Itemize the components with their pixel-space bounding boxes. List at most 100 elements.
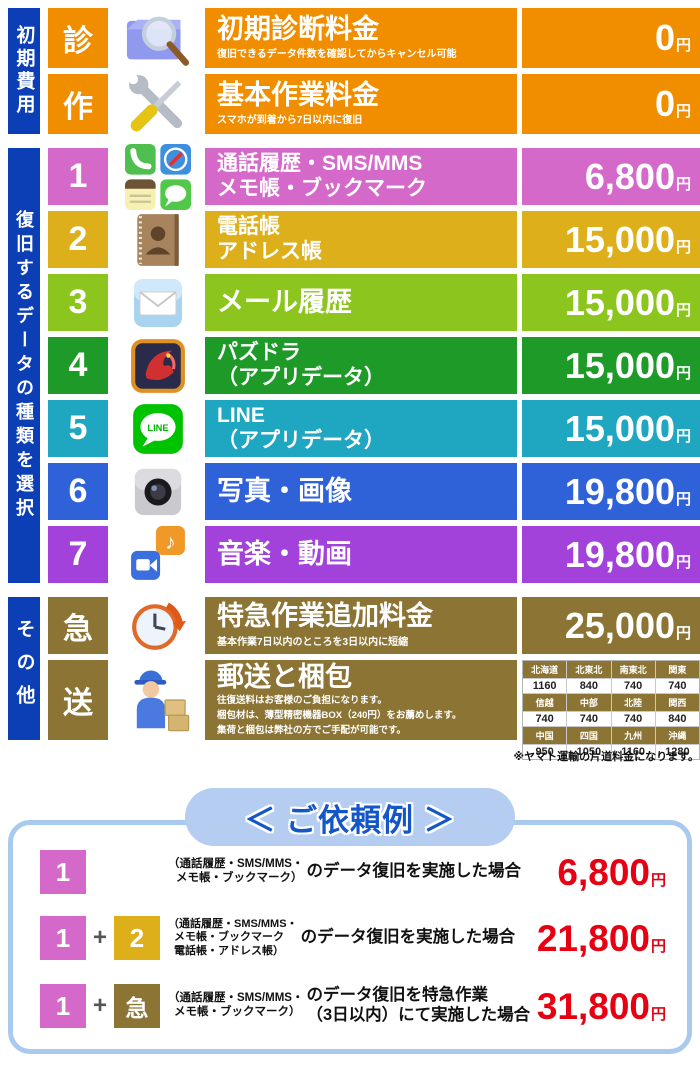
row-basic-work-fee: 作 基本作業料金 スマホが到着から7日以内に復旧 0 円 <box>48 74 700 134</box>
example-detail: （通話履歴・SMS/MMS・ メモ帳・ブックマーク 電話帳・アドレス帳） <box>168 918 298 957</box>
row-badge: 4 <box>48 337 108 394</box>
region-fee: 740 <box>523 712 567 726</box>
camera-icon <box>134 468 182 515</box>
row-note-line: 往復送料はお客様のご負担になります。 <box>217 695 388 707</box>
row-title-line: パズドラ <box>217 340 301 364</box>
row-badge: 急 <box>48 597 108 654</box>
example-detail: （通話履歴・SMS/MMS・ メモ帳・ブックマーク） <box>168 992 304 1018</box>
shipping-note: ※ヤマト運輸の片道料金になります。 <box>513 751 699 763</box>
row-title-line: 電話帳 <box>217 214 280 238</box>
region-header: 南東北 <box>611 661 655 678</box>
row-badge: 診 <box>48 8 108 68</box>
row-price: 15,000 円 <box>522 274 700 331</box>
example-action: のデータ復旧を実施した場合 <box>300 928 516 947</box>
row-note-line: 集荷と梱包は弊社の方でご手配が可能です。 <box>217 725 407 737</box>
svg-text:LINE: LINE <box>147 423 168 433</box>
row-option-4-puzzle-dragons[interactable]: 4 パズドラ （アプリデータ） 15,000 円 <box>48 337 700 394</box>
tools-icon <box>128 74 183 132</box>
row-badge: 1 <box>48 148 108 205</box>
row-price: 0 円 <box>522 8 700 68</box>
row-option-3-mail-history[interactable]: 3 メール履歴 15,000 円 <box>48 274 700 331</box>
svg-text:♪: ♪ <box>165 530 175 553</box>
row-option-7-music-video[interactable]: 7 ♪ 音楽・動画 19,800 円 <box>48 525 700 583</box>
region-fee: 740 <box>567 712 611 726</box>
row-price: 15,000 円 <box>522 337 700 394</box>
plus-sign: + <box>93 992 108 1019</box>
row-badge: 作 <box>48 74 108 134</box>
example-detail: （通話履歴・SMS/MMS・ メモ帳・ブックマーク） <box>168 858 304 884</box>
row-option-6-photos[interactable]: 6 写真・画像 19,800 円 <box>48 463 700 520</box>
example-action: のデータ復旧を実施した場合 <box>306 862 521 881</box>
mail-icon <box>134 278 182 327</box>
row-note-line: 梱包材は、薄型精密機器BOX（240円）をお薦めします。 <box>217 710 462 722</box>
region-header: 北東北 <box>567 661 611 678</box>
row-title-line: （アプリデータ） <box>217 428 385 452</box>
example-badge: 1 <box>40 850 86 894</box>
contacts-icon <box>137 213 179 266</box>
row-badge: 送 <box>48 660 108 740</box>
example-row-2: 1 + 2 （通話履歴・SMS/MMS・ メモ帳・ブックマーク 電話帳・アドレス… <box>40 910 666 966</box>
example-badge: 1 <box>40 916 86 960</box>
region-fee: 740 <box>655 679 699 693</box>
examples-title: ＜ ご依頼例 ＞ <box>244 802 456 838</box>
row-price: 15,000 円 <box>522 211 700 268</box>
row-option-5-line[interactable]: 5 LINE LINE （アプリデータ） 15,000 円 <box>48 400 700 457</box>
region-header: 信越 <box>523 694 567 711</box>
example-action: のデータ復旧を特急作業 （3日以内）にて実施した場合 <box>306 986 531 1024</box>
example-price: 6,800 円 <box>557 851 666 893</box>
row-title-line: アドレス帳 <box>217 239 322 263</box>
row-title: 初期診断料金 <box>217 13 379 44</box>
section-label-other: その他 <box>8 597 40 740</box>
row-title: 特急作業追加料金 <box>217 601 433 632</box>
clock-icon <box>132 602 186 650</box>
region-fee: 840 <box>567 679 611 693</box>
region-fee: 950 <box>523 745 567 759</box>
region-header: 中国 <box>523 727 567 744</box>
row-badge: 2 <box>48 211 108 268</box>
region-header: 四国 <box>567 727 611 744</box>
example-badge: 1 <box>40 984 86 1028</box>
region-header: 北海道 <box>523 661 567 678</box>
row-price: 25,000 円 <box>522 597 700 654</box>
row-title-line: 写真・画像 <box>217 475 352 506</box>
row-title-line: 通話履歴・SMS/MMS <box>217 151 423 175</box>
shipping-fee-table: 北海道 北東北 南東北 関東 1160 840 740 740 信越 中部 北陸… <box>522 660 700 760</box>
row-title-line: 音楽・動画 <box>217 538 352 569</box>
row-title-line: （アプリデータ） <box>217 365 385 389</box>
row-subtitle: 基本作業7日以内のところを3日以内に短縮 <box>217 636 409 648</box>
row-title: 郵送と梱包 <box>217 661 352 692</box>
row-subtitle: スマホが到着から7日以内に復旧 <box>217 115 363 127</box>
line-app-icon: LINE <box>133 403 183 454</box>
row-title: 基本作業料金 <box>217 79 379 110</box>
example-row-3: 1 + 急 （通話履歴・SMS/MMS・ メモ帳・ブックマーク） のデータ復旧を… <box>40 978 666 1034</box>
example-price: 31,800 円 <box>536 985 666 1027</box>
row-badge: 6 <box>48 463 108 520</box>
example-badge: 急 <box>114 984 161 1028</box>
region-fee: 1160 <box>523 679 567 693</box>
row-price: 0 円 <box>522 74 700 134</box>
region-fee: 740 <box>611 712 655 726</box>
row-price: 15,000 円 <box>522 400 700 457</box>
region-header: 中部 <box>567 694 611 711</box>
region-header: 関東 <box>655 661 699 678</box>
region-header: 沖縄 <box>655 727 699 744</box>
row-option-1-call-history[interactable]: 1 通話履歴・SMS/MMS メモ帳・ブックマーク 6,800 <box>48 143 700 210</box>
region-fee: 1160 <box>611 745 655 759</box>
row-option-2-contacts[interactable]: 2 電話帳 アドレス帳 15,000 円 <box>48 211 700 268</box>
puzzle-dragons-icon <box>131 338 185 393</box>
plus-sign: + <box>93 924 108 951</box>
example-price: 21,800 円 <box>536 917 666 959</box>
music-video-icon: ♪ <box>131 525 185 580</box>
region-header: 関西 <box>655 694 699 711</box>
example-badge: 2 <box>114 916 161 960</box>
row-price: 19,800 円 <box>522 526 700 583</box>
section-label-initial-costs: 初期費用 <box>8 8 40 134</box>
region-fee: 1280 <box>655 745 699 759</box>
region-header: 九州 <box>611 727 655 744</box>
region-fee: 740 <box>611 679 655 693</box>
region-header: 北陸 <box>611 694 655 711</box>
row-price: 6,800 円 <box>522 148 700 205</box>
section-label-data-types: 復旧するデータの種類を選択 <box>8 148 40 583</box>
row-title-line: メモ帳・ブックマーク <box>217 176 427 200</box>
